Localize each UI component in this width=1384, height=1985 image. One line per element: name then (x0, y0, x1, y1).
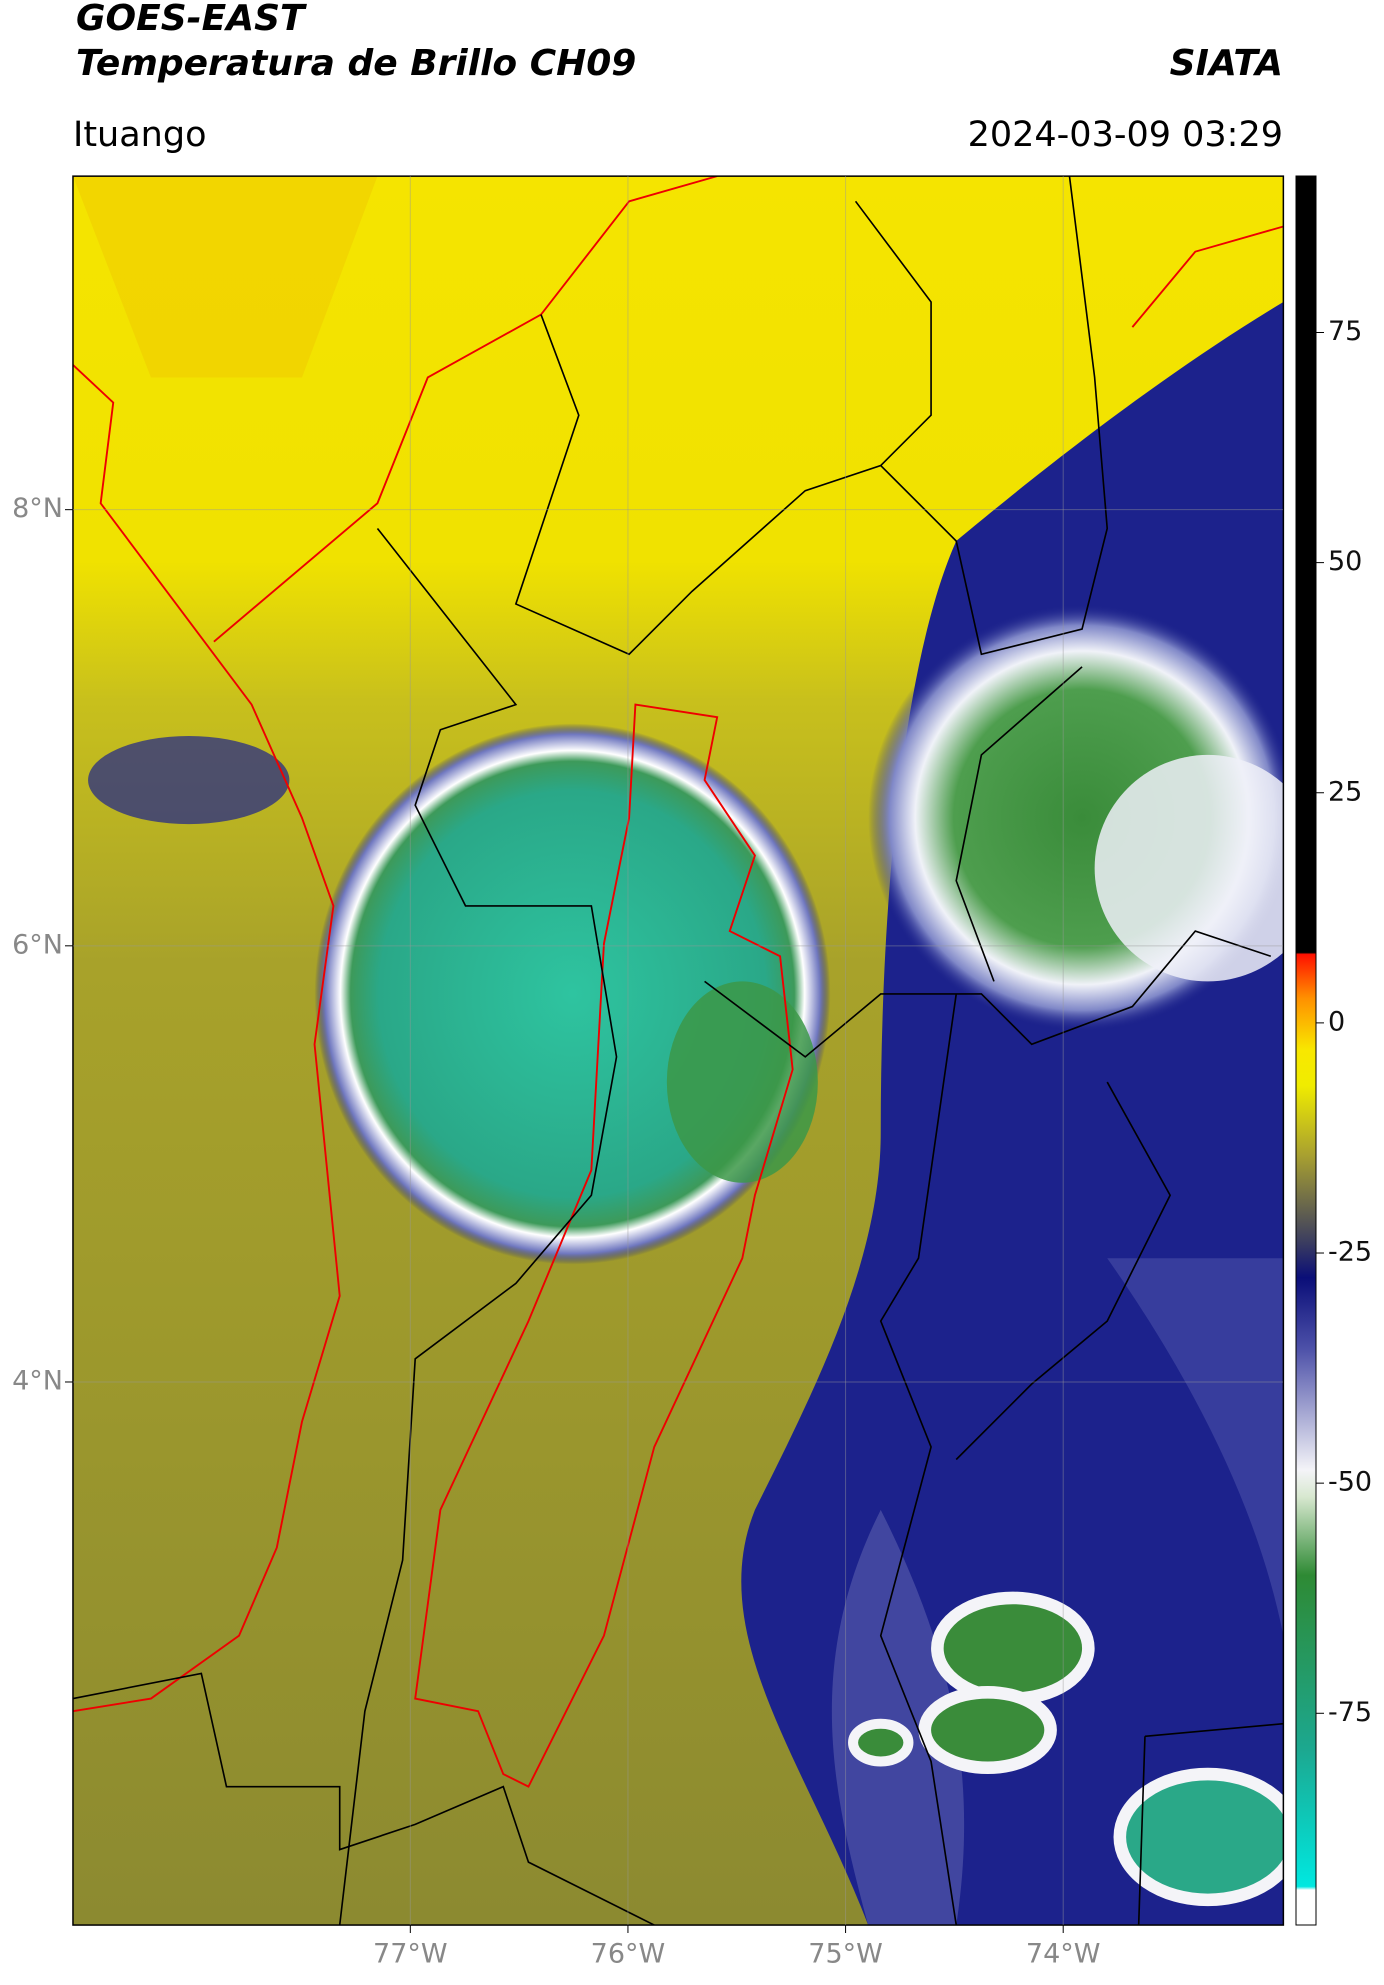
x-tick-label: 76°W (591, 1939, 666, 1970)
x-tick-label: 75°W (808, 1939, 883, 1970)
source: SIATA (1170, 43, 1283, 84)
y-tick-label: 8°N (12, 493, 63, 524)
colorbar-tick-label: -50 (1328, 1467, 1372, 1498)
y-tick-label: 6°N (12, 929, 63, 960)
x-tick-label: 77°W (373, 1939, 448, 1970)
colorbar-tick-label: -75 (1328, 1697, 1372, 1728)
y-tick-label: 4°N (12, 1365, 63, 1396)
colorbar-tick-label: -25 (1328, 1237, 1372, 1268)
colorbar (1295, 175, 1317, 1926)
colorbar-tick-label: 75 (1328, 316, 1362, 347)
colorbar-tick-label: 0 (1328, 1006, 1345, 1037)
colorbar-tick-label: 50 (1328, 546, 1362, 577)
location: Ituango (73, 115, 207, 155)
title: GOES-EAST (76, 0, 307, 39)
colorbar-tick-label: 25 (1328, 776, 1362, 807)
axes: 77°W 76°W 75°W 74°W 4°N 6°N 8°N -75 -50 -25 0 25 50 7… (12, 176, 1372, 1970)
x-tick-label: 74°W (1026, 1939, 1101, 1970)
map-imagery (72, 175, 1285, 1926)
subtitle: Temperatura de Brillo CH09 (76, 43, 636, 84)
timestamp: 2024-03-09 03:29 (968, 115, 1283, 155)
